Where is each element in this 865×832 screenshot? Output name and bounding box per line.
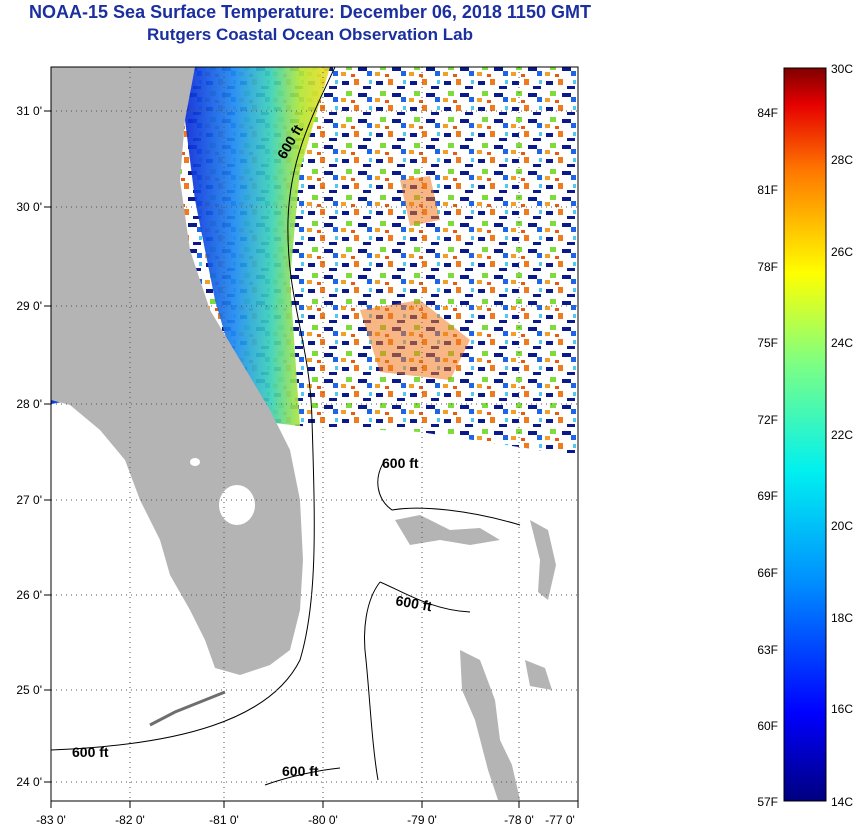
- contour-label-bahamas-south: 600 ft: [394, 592, 433, 614]
- lat-label: 30 0': [16, 200, 42, 214]
- colorbar-c-label: 22C: [831, 428, 853, 442]
- lat-label: 29 0': [16, 299, 42, 313]
- lon-label: -79 0': [407, 813, 437, 827]
- lat-label: 24 0': [16, 775, 42, 789]
- colorbar-f-label: 63F: [757, 643, 778, 657]
- map-ticks: [44, 110, 579, 808]
- temperature-colorbar: [783, 67, 827, 802]
- lon-label: -82 0': [115, 813, 145, 827]
- lon-label: -77 0': [545, 813, 575, 827]
- colorbar-f-label: 78F: [757, 260, 778, 274]
- colorbar-c-label: 20C: [831, 519, 853, 533]
- lon-label: -78 0': [504, 813, 534, 827]
- colorbar-f-label: 69F: [757, 489, 778, 503]
- colorbar-f-label: 60F: [757, 719, 778, 733]
- lat-label: 28 0': [16, 397, 42, 411]
- colorbar-c-label: 26C: [831, 245, 853, 259]
- colorbar-f-label: 84F: [757, 106, 778, 120]
- sst-swath: [51, 67, 578, 456]
- contour-label-bahamas-north: 600 ft: [382, 455, 419, 471]
- colorbar-c-label: 14C: [831, 795, 853, 809]
- colorbar-f-label: 75F: [757, 336, 778, 350]
- map-subtitle: Rutgers Coastal Ocean Observation Lab: [147, 25, 473, 44]
- lake-okeechobee: [219, 485, 255, 525]
- map-frame: [50, 66, 579, 802]
- contour-label-southwest: 600 ft: [72, 744, 109, 760]
- lat-label: 31 0': [16, 104, 42, 118]
- contour-label-south: 600 ft: [282, 763, 319, 779]
- colorbar-c-label: 16C: [831, 702, 853, 716]
- colorbar-c-label: 18C: [831, 611, 853, 625]
- colorbar-c-label: 28C: [831, 153, 853, 167]
- map-title: NOAA-15 Sea Surface Temperature: Decembe…: [29, 2, 591, 22]
- colorbar-f-label: 57F: [757, 795, 778, 809]
- lat-label: 27 0': [16, 493, 42, 507]
- lon-label: -80 0': [308, 813, 338, 827]
- bahamas-islands: [395, 515, 556, 800]
- lon-label: -83 0': [36, 813, 66, 827]
- lat-label: 26 0': [16, 588, 42, 602]
- inland-lake: [190, 458, 200, 466]
- isobath-contours: [50, 66, 521, 786]
- colorbar-f-label: 66F: [757, 566, 778, 580]
- colorbar-c-label: 30C: [831, 62, 853, 76]
- colorbar-c-label: 24C: [831, 336, 853, 350]
- colorbar-f-label: 72F: [757, 413, 778, 427]
- colorbar-f-label: 81F: [757, 183, 778, 197]
- lat-label: 25 0': [16, 683, 42, 697]
- lon-label: -81 0': [209, 813, 239, 827]
- florida-keys: [149, 690, 226, 727]
